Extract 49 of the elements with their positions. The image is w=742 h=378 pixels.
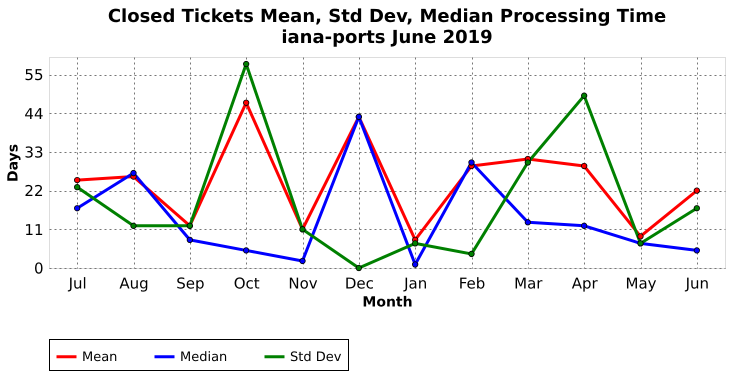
point xyxy=(524,219,531,226)
x-tick-label: Feb xyxy=(458,274,486,292)
point xyxy=(412,261,418,268)
point xyxy=(581,222,588,229)
x-tick-label: Aug xyxy=(119,274,149,292)
point xyxy=(694,188,700,194)
point xyxy=(412,240,418,247)
point xyxy=(581,162,588,170)
x-tick-label: Dec xyxy=(344,274,374,292)
y-tick-label: 0 xyxy=(34,260,44,278)
legend-label: Median xyxy=(180,350,228,365)
x-tick-label: Jun xyxy=(684,274,710,292)
point xyxy=(694,247,700,254)
x-tick-label: Nov xyxy=(288,274,318,292)
y-tick-label: 11 xyxy=(24,220,44,239)
point xyxy=(694,205,700,212)
point xyxy=(74,176,80,184)
legend-label: Mean xyxy=(82,350,118,365)
x-tick-label: May xyxy=(625,274,657,292)
point xyxy=(243,60,250,68)
x-axis-title: Month xyxy=(362,294,413,310)
x-tick-label: Oct xyxy=(234,274,260,292)
x-tick-label: Apr xyxy=(572,274,598,292)
y-tick-label: 55 xyxy=(24,66,44,84)
y-tick-label: 44 xyxy=(24,104,44,123)
point xyxy=(299,258,306,264)
x-tick-label: Sep xyxy=(176,274,204,292)
point xyxy=(243,247,250,254)
legend-label: Std Dev xyxy=(290,350,342,365)
point xyxy=(243,100,250,106)
point xyxy=(468,159,475,166)
point xyxy=(524,159,531,166)
point xyxy=(74,205,80,212)
point xyxy=(74,184,80,190)
y-tick-label: 22 xyxy=(24,182,44,200)
chart-subtitle: iana-ports June 2019 xyxy=(281,27,493,48)
point xyxy=(130,170,137,176)
point xyxy=(130,222,137,229)
point xyxy=(356,264,362,272)
chart-title: Closed Tickets Mean, Std Dev, Median Processing Time xyxy=(108,6,666,27)
y-axis-title: Days xyxy=(5,144,22,182)
point xyxy=(581,92,588,99)
point xyxy=(637,233,644,240)
point xyxy=(468,250,475,258)
x-tick-label: Mar xyxy=(514,274,544,292)
point xyxy=(186,236,193,243)
y-tick-label: 33 xyxy=(24,143,44,162)
x-tick-label: Jan xyxy=(403,274,428,292)
x-tick-label: Jul xyxy=(68,274,87,292)
